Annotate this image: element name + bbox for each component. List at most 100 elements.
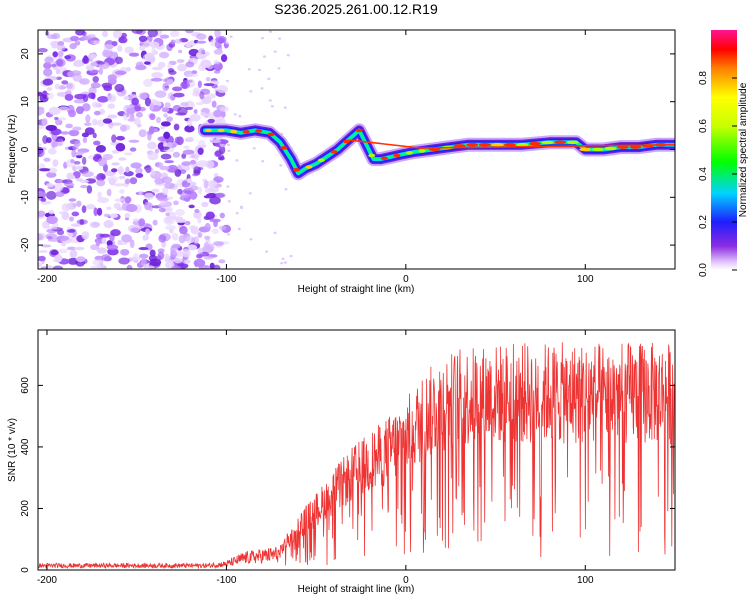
spectrogram-noise-blob — [111, 40, 118, 47]
spectrogram-noise-blob — [57, 40, 65, 46]
spectrogram-noise-blob — [69, 249, 78, 259]
spectrogram-noise-blob — [43, 157, 51, 162]
spectrogram-noise-blob — [45, 124, 57, 132]
spectrogram-ridge-peak — [491, 142, 504, 147]
spectrogram-ridge-peak — [529, 141, 542, 146]
spectrogram-noise-blob — [249, 90, 253, 93]
spectrogram-noise-blob — [82, 31, 87, 37]
spectrogram-noise-blob — [289, 254, 293, 258]
spectrogram-noise-blob — [123, 170, 134, 177]
spectrogram-noise-blob — [174, 136, 181, 144]
spectrogram-noise-blob — [149, 249, 156, 257]
spectrogram-noise-blob — [71, 211, 80, 217]
spectrogram-noise-blob — [96, 207, 103, 216]
spectrogram-noise-blob — [200, 112, 207, 116]
spectrogram-noise-blob — [214, 150, 222, 157]
spectrogram-noise-blob — [44, 56, 54, 64]
spectrogram-noise-blob — [209, 196, 221, 205]
spectrogram-noise-blob — [159, 34, 170, 39]
spectrogram-noise-blob — [39, 168, 51, 172]
spectrogram-noise-blob — [175, 208, 185, 216]
spectrogram-xtick-label: 100 — [577, 274, 594, 285]
spectrogram-noise-blob — [130, 227, 140, 233]
spectrogram-ridge-peak — [478, 142, 491, 147]
spectrogram-noise-blob — [144, 61, 151, 65]
spectrogram-noise-blob — [215, 192, 226, 199]
spectrogram-noise-blob — [138, 253, 149, 259]
spectrogram-noise-blob — [106, 206, 112, 211]
spectrogram-noise-blob — [196, 253, 203, 259]
spectrogram-noise-blob — [162, 82, 170, 92]
snr-xtick-label: 0 — [403, 575, 409, 586]
spectrogram-noise-blob — [220, 54, 228, 63]
spectrogram-noise-blob — [186, 73, 199, 77]
spectrogram-noise-blob — [247, 68, 251, 71]
spectrogram-noise-blob — [216, 117, 226, 126]
spectrogram-noise-blob — [80, 184, 89, 189]
spectrogram-noise-blob — [113, 183, 125, 187]
snr-ytick-label: 200 — [20, 500, 31, 517]
spectrogram-noise-blob — [124, 46, 135, 54]
spectrogram-noise-blob — [173, 123, 180, 131]
spectrogram-noise-blob — [97, 95, 109, 103]
spectrogram-noise-blob — [171, 232, 179, 241]
spectrogram-noise-blob — [38, 142, 43, 147]
spectrogram-noise-blob — [279, 164, 283, 167]
spectrogram-ridge-peak — [217, 128, 225, 133]
spectrogram-noise-blob — [119, 124, 127, 132]
spectrogram-noise-blob — [182, 149, 195, 155]
spectrogram-noise-blob — [67, 257, 79, 265]
spectrogram-noise-blob — [199, 91, 205, 100]
spectrogram-noise-blob — [135, 64, 147, 71]
spectrogram-noise-blob — [147, 152, 159, 161]
spectrogram-noise-blob — [162, 186, 169, 196]
spectrogram-noise-blob — [188, 185, 199, 191]
spectrogram-noise-blob — [252, 147, 256, 150]
spectrogram-ridge-peak — [503, 142, 516, 147]
spectrogram-noise-blob — [46, 87, 53, 91]
spectrogram-noise-blob — [135, 111, 143, 118]
spectrogram-noise-blob — [70, 223, 82, 227]
spectrogram-noise-blob — [189, 191, 198, 200]
spectrogram-ridge-peak — [516, 142, 529, 147]
spectrogram-noise-blob — [145, 228, 151, 235]
spectrogram-noise-blob — [185, 136, 194, 143]
spectrogram-noise-blob — [249, 238, 253, 241]
spectrogram-noise-blob — [161, 176, 173, 184]
spectrogram-noise-blob — [118, 157, 127, 161]
spectrogram-noise-blob — [185, 61, 195, 68]
spectrogram-noise-blob — [248, 192, 252, 195]
spectrogram-noise-blob — [219, 212, 226, 219]
spectrogram-noise-blob — [90, 265, 103, 269]
spectrogram-noise-blob — [129, 239, 135, 249]
spectrogram-noise-blob — [204, 222, 211, 232]
spectrogram-noise-blob — [97, 197, 110, 204]
spectrogram-noise-blob — [270, 105, 274, 108]
spectrogram-noise-blob — [174, 38, 182, 44]
spectrogram-noise-blob — [110, 168, 118, 173]
spectrogram-noise-blob — [154, 161, 164, 168]
spectrogram-noise-blob — [170, 250, 178, 258]
spectrogram-noise-blob — [38, 255, 46, 262]
spectrogram-noise-blob — [194, 208, 200, 214]
spectrogram-noise-blob — [167, 62, 173, 70]
spectrogram-noise-blob — [40, 197, 47, 202]
spectrogram-noise-blob — [278, 37, 282, 40]
spectrogram-noise-blob — [128, 139, 140, 143]
spectrogram-noise-blob — [193, 210, 202, 219]
spectrogram-noise-blob — [66, 83, 73, 89]
spectrogram-noise-blob — [197, 217, 202, 224]
spectrogram-noise-blob — [86, 34, 96, 39]
spectrogram-ridge-peak — [604, 146, 617, 151]
spectrogram-noise-blob — [76, 256, 86, 263]
spectrogram-noise-blob — [133, 105, 142, 112]
spectrogram-noise-blob — [117, 166, 124, 175]
spectrogram-noise-blob — [82, 103, 91, 112]
spectrogram-noise-blob — [161, 107, 170, 113]
spectrogram-ridge-peak — [405, 151, 413, 155]
spectrogram-noise-blob — [170, 39, 176, 45]
spectrogram-noise-blob — [157, 248, 165, 253]
spectrogram-noise-blob — [268, 99, 272, 102]
spectrogram-noise-blob — [102, 49, 111, 58]
